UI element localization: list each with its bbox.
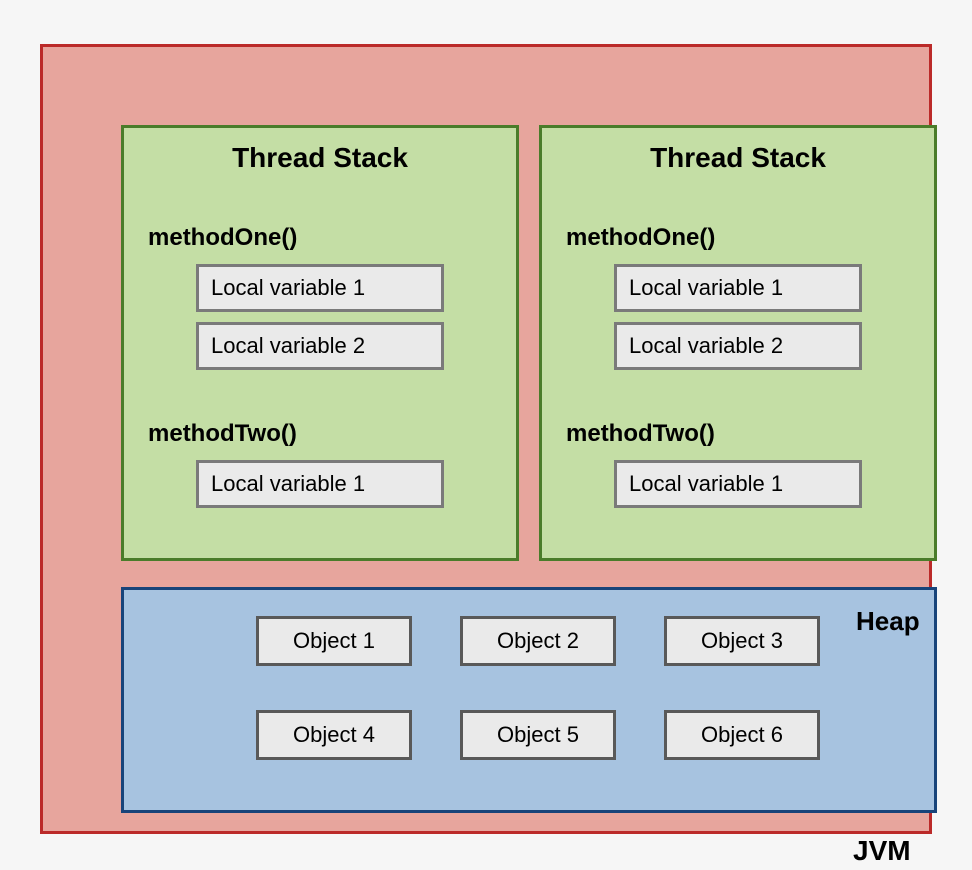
- heap-object-box: Object 5: [460, 710, 616, 760]
- heap-object-box: Object 1: [256, 616, 412, 666]
- local-variable-box: Local variable 2: [196, 322, 444, 370]
- method-label: methodTwo(): [566, 420, 715, 448]
- heap-container: Heap Object 1 Object 2 Object 3 Object 4 Obj…: [121, 587, 937, 813]
- heap-object-box: Object 3: [664, 616, 820, 666]
- local-variable-box: Local variable 1: [196, 264, 444, 312]
- heap-label: Heap: [856, 606, 920, 637]
- heap-object-box: Object 4: [256, 710, 412, 760]
- jvm-label: JVM: [853, 835, 911, 867]
- method-label: methodOne(): [566, 224, 715, 252]
- method-label: methodTwo(): [148, 420, 297, 448]
- method-label: methodOne(): [148, 224, 297, 252]
- jvm-container: JVM Heap Object 1Object 2Object 3Object …: [40, 44, 932, 834]
- local-variable-box: Local variable 1: [196, 460, 444, 508]
- heap-object-box: Object 6: [664, 710, 820, 760]
- local-variable-box: Local variable 1: [614, 264, 862, 312]
- local-variable-box: Local variable 2: [614, 322, 862, 370]
- thread-stack-title: Thread Stack: [124, 142, 516, 174]
- local-variable-box: Local variable 1: [614, 460, 862, 508]
- thread-stack: Thread Stack methodOne() Local variable 1 L…: [121, 125, 519, 561]
- heap-object-box: Object 2: [460, 616, 616, 666]
- thread-stack-title: Thread Stack: [542, 142, 934, 174]
- thread-stack: Thread Stack methodOne() Local variable 1 L…: [539, 125, 937, 561]
